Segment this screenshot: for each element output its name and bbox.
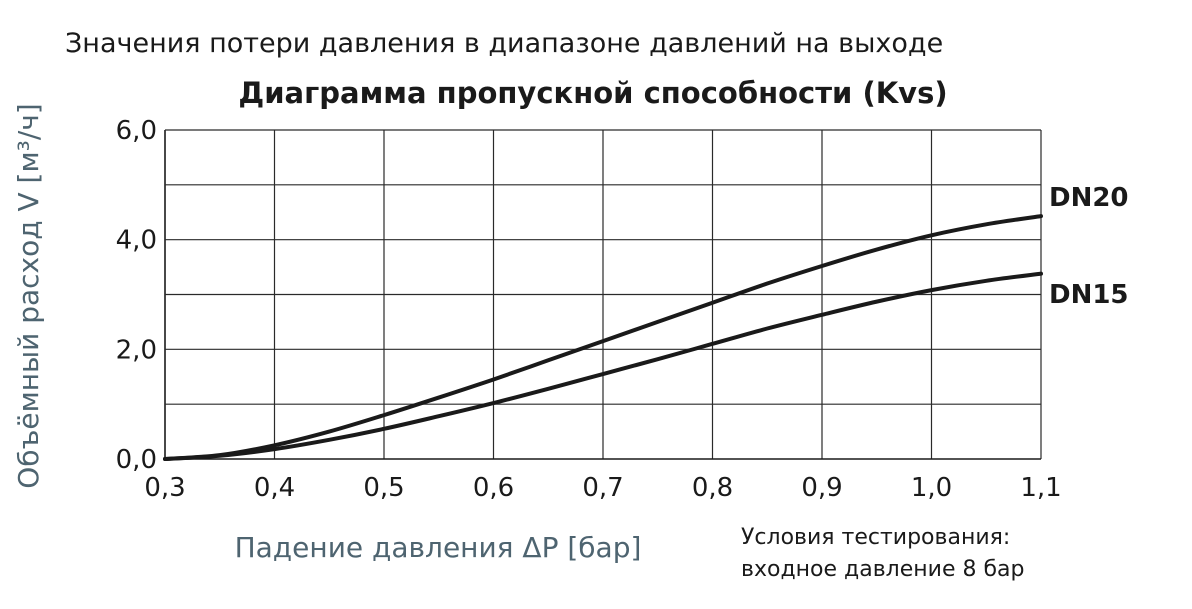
series-label-dn20: DN20 (1049, 183, 1129, 213)
series (163, 214, 1043, 461)
x-tick-label: 0,7 (582, 473, 623, 503)
y-tick-label: 4,0 (116, 226, 157, 256)
x-tick-label: 0,9 (801, 473, 842, 503)
series-label-dn15: DN15 (1049, 280, 1129, 310)
x-tick-label: 0,3 (144, 473, 185, 503)
x-tick-label: 0,6 (473, 473, 514, 503)
series-line-dn15 (163, 271, 1043, 461)
x-tick-label: 0,8 (692, 473, 733, 503)
y-axis-ticks: 0,0 2,0 4,0 6,0 (116, 116, 157, 475)
y-tick-label: 0,0 (116, 445, 157, 475)
chart-subtitle: Значения потери давления в диапазоне дав… (65, 28, 943, 59)
y-tick-label: 6,0 (116, 116, 157, 146)
grid (164, 129, 1042, 460)
series-line-dn20 (163, 214, 1043, 461)
test-conditions-line-2: входное давление 8 бар (741, 557, 1025, 582)
x-tick-label: 1,0 (911, 473, 952, 503)
test-conditions-line-1: Условия тестирования: (741, 525, 1010, 550)
y-axis-label: Объёмный расход V [м³/ч] (12, 103, 45, 488)
y-tick-label: 2,0 (116, 335, 157, 365)
x-tick-label: 1,1 (1020, 473, 1061, 503)
x-axis-ticks: 0,3 0,4 0,5 0,6 0,7 0,8 0,9 1,0 1,1 (144, 473, 1061, 503)
x-tick-label: 0,4 (254, 473, 295, 503)
x-axis-label: Падение давления ΔP [бар] (235, 531, 642, 564)
chart-title: Диаграмма пропускной способности (Kvs) (238, 76, 947, 110)
x-tick-label: 0,5 (363, 473, 404, 503)
